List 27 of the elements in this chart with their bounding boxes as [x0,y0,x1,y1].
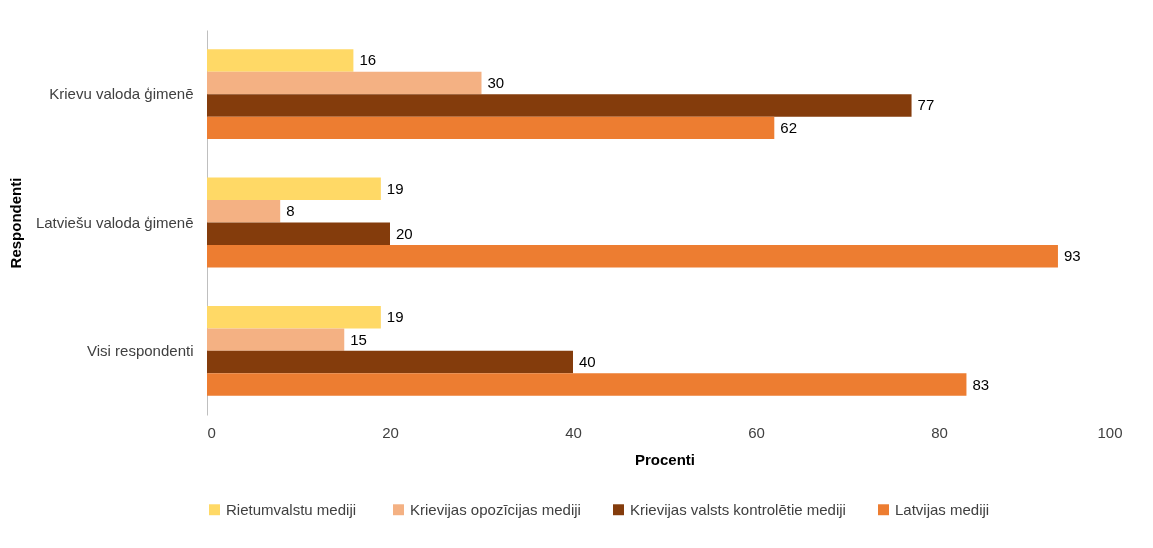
y-tick-label: Visi respondenti [87,341,194,359]
y-tick-label: Krievu valoda ģimenē [49,85,194,103]
legend-label: Krievijas valsts kontrolētie mediji [630,500,846,518]
data-label: 15 [350,330,367,348]
data-label: 93 [1063,247,1081,265]
data-label: 62 [780,118,797,136]
data-label: 83 [972,375,990,393]
x-tick-label: 100 [1097,423,1123,441]
legend-label: Latvijas mediji [895,500,990,518]
data-label: 16 [359,51,377,69]
y-tick-label: Latviešu valoda ģimenē [35,213,194,231]
y-axis-title: Respondenti [6,177,24,269]
x-axis-title: Procenti [634,450,696,468]
data-label: 19 [386,179,404,197]
data-label: 40 [579,353,596,371]
x-tick-label: 20 [382,423,399,441]
data-label: 30 [487,73,505,91]
data-label: 20 [396,224,413,242]
x-tick-label: 40 [565,423,582,441]
x-tick-label: 60 [748,423,765,441]
legend-label: Rietumvalstu mediji [226,500,357,518]
data-label: 19 [386,308,404,326]
x-tick-label: 80 [931,423,948,441]
x-tick-label: 0 [207,423,216,441]
data-label: 8 [286,202,295,220]
data-label: 77 [917,96,935,114]
legend-label: Krievijas opozīcijas mediji [410,500,581,518]
